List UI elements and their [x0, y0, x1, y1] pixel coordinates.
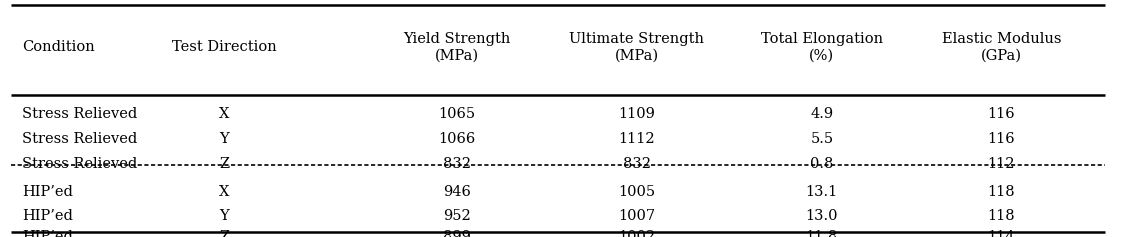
Text: X: X: [219, 185, 230, 199]
Text: 116: 116: [987, 132, 1015, 146]
Text: 0.8: 0.8: [810, 156, 834, 171]
Text: 112: 112: [987, 156, 1015, 171]
Text: Stress Relieved: Stress Relieved: [22, 132, 138, 146]
Text: 13.0: 13.0: [806, 209, 838, 223]
Text: 832: 832: [443, 156, 471, 171]
Text: X: X: [219, 107, 230, 121]
Text: 1066: 1066: [439, 132, 476, 146]
Text: 11.8: 11.8: [806, 230, 838, 237]
Text: HIP’ed: HIP’ed: [22, 185, 73, 199]
Text: 116: 116: [987, 107, 1015, 121]
Text: Z: Z: [219, 230, 230, 237]
Text: 1112: 1112: [618, 132, 655, 146]
Text: 13.1: 13.1: [806, 185, 838, 199]
Text: 952: 952: [443, 209, 471, 223]
Text: 1109: 1109: [618, 107, 655, 121]
Text: 899: 899: [443, 230, 471, 237]
Text: Z: Z: [219, 156, 230, 171]
Text: 118: 118: [987, 209, 1015, 223]
Text: 1005: 1005: [618, 185, 655, 199]
Text: 1002: 1002: [618, 230, 655, 237]
Text: 1065: 1065: [439, 107, 476, 121]
Text: Y: Y: [220, 132, 229, 146]
Text: Test Direction: Test Direction: [172, 40, 277, 55]
Text: Yield Strength
(MPa): Yield Strength (MPa): [404, 32, 511, 63]
Text: 4.9: 4.9: [810, 107, 834, 121]
Text: Stress Relieved: Stress Relieved: [22, 156, 138, 171]
Text: 114: 114: [987, 230, 1015, 237]
Text: 5.5: 5.5: [810, 132, 834, 146]
Text: Stress Relieved: Stress Relieved: [22, 107, 138, 121]
Text: HIP’ed: HIP’ed: [22, 209, 73, 223]
Text: 946: 946: [443, 185, 471, 199]
Text: 118: 118: [987, 185, 1015, 199]
Text: 1007: 1007: [618, 209, 655, 223]
Text: Total Elongation
(%): Total Elongation (%): [761, 32, 883, 63]
Text: Condition: Condition: [22, 40, 95, 55]
Text: Y: Y: [220, 209, 229, 223]
Text: Elastic Modulus
(GPa): Elastic Modulus (GPa): [941, 32, 1061, 63]
Text: 832: 832: [623, 156, 651, 171]
Text: HIP’ed: HIP’ed: [22, 230, 73, 237]
Text: Ultimate Strength
(MPa): Ultimate Strength (MPa): [569, 32, 705, 63]
